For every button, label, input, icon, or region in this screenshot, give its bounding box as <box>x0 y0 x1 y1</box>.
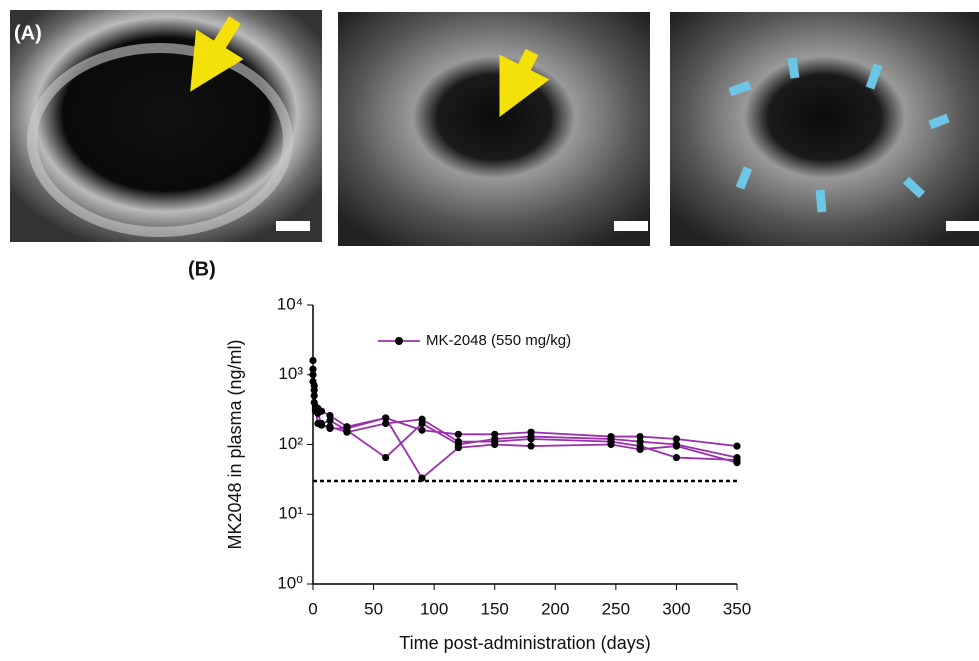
subject-line <box>313 361 737 447</box>
x-tick-label: 0 <box>308 599 317 618</box>
data-point <box>343 425 350 432</box>
data-point <box>382 454 389 461</box>
x-axis-title: Time post-administration (days) <box>399 633 650 653</box>
y-axis-title: MK2048 in plasma (ng/ml) <box>225 339 245 549</box>
panel-label: (B) <box>188 258 216 280</box>
legend-marker <box>395 337 403 345</box>
x-tick-label: 100 <box>420 599 448 618</box>
data-point <box>418 416 425 423</box>
data-point <box>527 442 534 449</box>
legend-label: MK-2048 (550 mg/kg) <box>426 332 571 349</box>
subject-line <box>313 382 737 479</box>
data-point <box>309 371 316 378</box>
data-point <box>418 474 425 481</box>
data-point <box>314 410 321 417</box>
y-tick-label: 10¹ <box>278 504 303 523</box>
x-tick-label: 50 <box>364 599 383 618</box>
data-point <box>491 441 498 448</box>
data-point <box>527 435 534 442</box>
figure: (A) (B) 10⁰ 10¹ 10² 10³ 10⁴ 0 50 100 150 200 250 30… <box>0 0 979 656</box>
plot: 10⁰ 10¹ 10² 10³ 10⁴ 0 50 100 150 200 250 300 350 Time… <box>225 294 751 652</box>
data-point <box>673 442 680 449</box>
data-point <box>311 392 318 399</box>
x-tick-label: 250 <box>602 599 630 618</box>
data-point <box>382 414 389 421</box>
y-tick-label: 10² <box>278 434 303 453</box>
data-point <box>455 431 462 438</box>
y-tick-label: 10⁴ <box>277 294 303 313</box>
data-point <box>607 441 614 448</box>
data-point <box>309 378 316 385</box>
x-tick-label: 150 <box>481 599 509 618</box>
data-point <box>309 357 316 364</box>
y-tick-label: 10⁰ <box>277 573 303 592</box>
y-tick-label: 10³ <box>278 364 303 383</box>
data-point <box>733 442 740 449</box>
panel-label: (A) <box>14 22 42 44</box>
data-point <box>636 446 643 453</box>
x-tick-label: 300 <box>662 599 690 618</box>
x-tick-label: 200 <box>541 599 569 618</box>
data-point <box>455 444 462 451</box>
data-point <box>733 459 740 466</box>
x-tick-label: 350 <box>723 599 751 618</box>
data-point <box>326 425 333 432</box>
data-point <box>318 421 325 428</box>
data-point <box>418 427 425 434</box>
panel-a-images <box>10 10 979 246</box>
data-point <box>673 454 680 461</box>
